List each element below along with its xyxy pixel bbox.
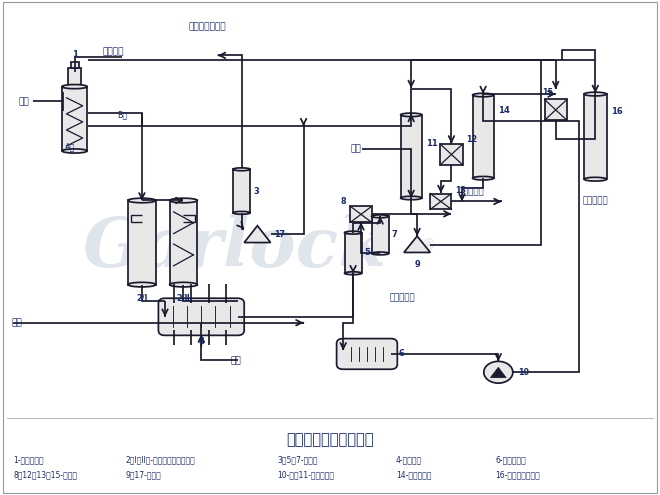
Ellipse shape: [584, 177, 607, 181]
Text: 6-液相分离器: 6-液相分离器: [495, 455, 526, 464]
Text: 15: 15: [543, 88, 553, 97]
Bar: [345, 233, 362, 273]
Text: 16: 16: [611, 106, 623, 115]
Bar: [233, 169, 250, 213]
Text: 汽提后残油: 汽提后残油: [459, 188, 484, 197]
Polygon shape: [404, 236, 430, 252]
Ellipse shape: [170, 198, 197, 203]
Ellipse shape: [401, 113, 422, 117]
Text: 3，5，7-分离罐: 3，5，7-分离罐: [277, 455, 317, 464]
Text: 13: 13: [455, 186, 467, 195]
Text: 蒸汽: 蒸汽: [351, 144, 362, 153]
FancyBboxPatch shape: [337, 339, 397, 369]
Text: 给水: 给水: [231, 356, 242, 365]
Text: 锅炉给水: 锅炉给水: [102, 48, 124, 56]
Text: 8: 8: [341, 197, 346, 206]
Bar: [68, 68, 81, 87]
Ellipse shape: [372, 252, 389, 255]
Bar: [170, 200, 197, 285]
Text: 16-工艺冷凝汽提塔: 16-工艺冷凝汽提塔: [495, 471, 540, 480]
Ellipse shape: [401, 196, 422, 200]
Text: 回收冷凝液: 回收冷凝液: [582, 196, 608, 205]
Text: 1-蒸汽过热炉: 1-蒸汽过热炉: [13, 455, 44, 464]
Bar: [401, 115, 422, 198]
Text: 11: 11: [426, 140, 438, 148]
Bar: [62, 87, 87, 151]
Ellipse shape: [62, 149, 87, 153]
Ellipse shape: [170, 282, 197, 287]
Text: Garlock: Garlock: [82, 214, 386, 281]
Text: 6: 6: [399, 349, 405, 358]
Bar: [544, 99, 567, 120]
Bar: [350, 206, 372, 222]
Bar: [71, 62, 79, 68]
Text: A管: A管: [65, 143, 75, 151]
Ellipse shape: [473, 176, 494, 180]
Ellipse shape: [62, 85, 87, 89]
FancyBboxPatch shape: [158, 298, 244, 336]
Text: ®: ®: [421, 238, 436, 252]
Ellipse shape: [345, 231, 362, 234]
Text: 2/Ⅰ: 2/Ⅰ: [136, 294, 148, 303]
Text: 2/Ⅱ: 2/Ⅱ: [177, 294, 190, 303]
Text: 8，12，13，15-冷凝器: 8，12，13，15-冷凝器: [13, 471, 77, 480]
Bar: [372, 216, 389, 253]
Text: 9: 9: [414, 260, 420, 269]
Ellipse shape: [233, 211, 250, 214]
Text: 10-泵；11-残油汽提塔: 10-泵；11-残油汽提塔: [277, 471, 334, 480]
Bar: [584, 94, 607, 179]
Bar: [430, 194, 451, 209]
Ellipse shape: [233, 168, 250, 171]
Text: B管: B管: [117, 110, 128, 119]
Circle shape: [484, 361, 513, 383]
Text: 蒸汽: 蒸汽: [18, 97, 29, 106]
Text: 14-残油洗涤塔: 14-残油洗涤塔: [396, 471, 432, 480]
Text: 4: 4: [199, 337, 204, 346]
Bar: [473, 95, 494, 178]
Text: 2（I，II）-脱氢绝热径向反应器: 2（I，II）-脱氢绝热径向反应器: [125, 455, 195, 464]
Text: 5: 5: [364, 248, 370, 257]
Bar: [440, 144, 463, 165]
Polygon shape: [244, 226, 271, 243]
Polygon shape: [490, 367, 506, 378]
Text: 4-废热锅炉: 4-废热锅炉: [396, 455, 422, 464]
Text: 12: 12: [466, 135, 477, 144]
Ellipse shape: [345, 272, 362, 275]
Text: 14: 14: [498, 105, 510, 114]
Text: 9，17-压缩机: 9，17-压缩机: [125, 471, 161, 480]
Ellipse shape: [128, 198, 156, 203]
Text: 3: 3: [253, 187, 259, 196]
Text: 1: 1: [72, 50, 77, 59]
Text: 乙苯脱氢反应工艺流程: 乙苯脱氢反应工艺流程: [286, 432, 374, 447]
Text: 尾气至燃料系统: 尾气至燃料系统: [188, 23, 226, 32]
Text: 10: 10: [518, 368, 529, 377]
Text: 乙苯: 乙苯: [12, 318, 22, 327]
Text: 脱氢混合液: 脱氢混合液: [389, 294, 415, 302]
Ellipse shape: [584, 92, 607, 96]
Text: 17: 17: [275, 230, 286, 239]
Text: 7: 7: [391, 230, 397, 240]
Bar: [128, 200, 156, 285]
Ellipse shape: [372, 215, 389, 218]
Ellipse shape: [473, 93, 494, 97]
Ellipse shape: [128, 282, 156, 287]
